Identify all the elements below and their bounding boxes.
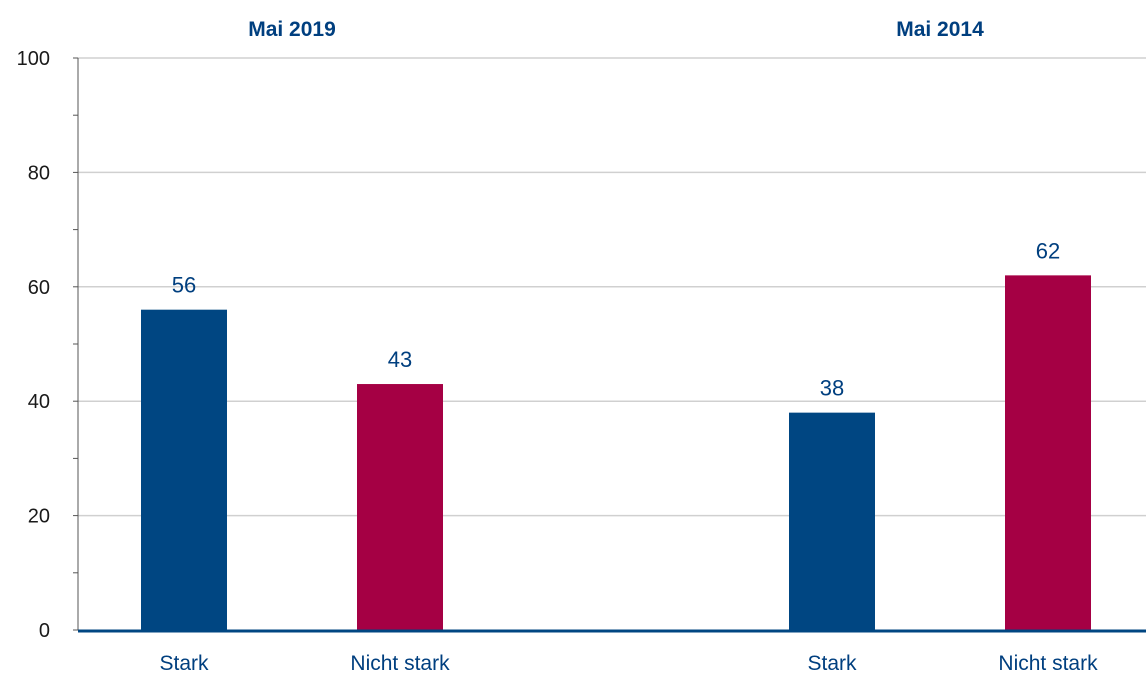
bar: [789, 412, 875, 630]
bars: [141, 275, 1091, 630]
group-title: Mai 2014: [896, 18, 984, 41]
y-tick-label: 100: [17, 48, 50, 70]
axes: [73, 57, 1146, 633]
category-label: Stark: [807, 652, 857, 675]
group-title: Mai 2019: [248, 18, 336, 41]
y-tick-label: 80: [28, 162, 50, 184]
value-label: 38: [820, 376, 844, 401]
bar: [357, 384, 443, 630]
category-label: Nicht stark: [350, 652, 450, 675]
value-label: 62: [1036, 238, 1060, 263]
bar: [1005, 275, 1091, 630]
value-label: 56: [172, 273, 196, 298]
bar: [141, 309, 227, 630]
value-label: 43: [388, 347, 412, 372]
category-label: Nicht stark: [998, 652, 1098, 675]
y-tick-label: 0: [39, 620, 50, 642]
labels: 0 20 40 60 80 100 Mai 2019 56 Stark 43 Nicht stark…: [17, 18, 1098, 675]
category-label: Stark: [159, 652, 209, 675]
y-tick-label: 20: [28, 506, 50, 528]
y-tick-label: 60: [28, 277, 50, 299]
grid-lines: [78, 57, 1146, 517]
y-tick-label: 40: [28, 391, 50, 413]
